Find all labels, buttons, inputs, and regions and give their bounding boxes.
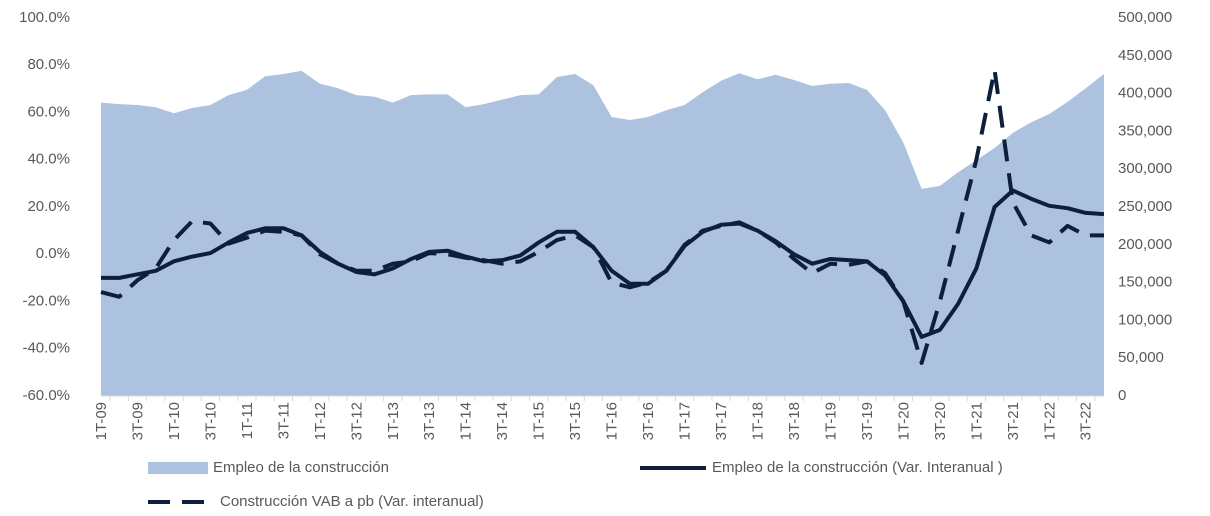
x-tick-label: 3T-15 <box>567 402 584 440</box>
y-tick-label: 20.0% <box>27 198 70 215</box>
x-tick-label: 3T-11 <box>275 402 292 439</box>
y2-tick-label: 0 <box>1118 387 1126 404</box>
y-tick-label: 0.0% <box>36 245 70 262</box>
x-tick-label: 3T-09 <box>129 402 146 440</box>
x-tick-label: 3T-16 <box>640 402 657 440</box>
x-tick-label: 3T-21 <box>1005 402 1022 440</box>
x-tick-label: 1T-13 <box>385 402 402 440</box>
x-tick-label: 3T-19 <box>859 402 876 440</box>
legend-label: Empleo de la construcción <box>213 459 389 476</box>
y2-tick-label: 200,000 <box>1118 236 1172 253</box>
legend-label: Construcción VAB a pb (Var. interanual) <box>220 493 484 510</box>
y-tick-label: 100.0% <box>19 9 70 26</box>
y2-tick-label: 100,000 <box>1118 311 1172 328</box>
y-tick-label: -20.0% <box>22 292 70 309</box>
y2-tick-label: 250,000 <box>1118 198 1172 215</box>
y-tick-label: -60.0% <box>22 387 70 404</box>
x-tick-label: 1T-20 <box>895 402 912 440</box>
x-tick-label: 3T-14 <box>494 402 511 440</box>
x-tick-label: 3T-18 <box>786 402 803 440</box>
legend-swatch <box>148 462 208 474</box>
x-tick-label: 1T-15 <box>531 402 548 440</box>
x-tick-label: 1T-12 <box>312 402 329 440</box>
y2-tick-label: 50,000 <box>1118 349 1164 366</box>
x-tick-label: 3T-10 <box>202 402 219 440</box>
line <box>100 67 1104 365</box>
x-tick-label: 3T-17 <box>713 402 730 440</box>
y-tick-label: 60.0% <box>27 103 70 120</box>
x-tick-label: 1T-09 <box>93 402 110 440</box>
x-tick-label: 1T-10 <box>166 402 183 440</box>
y-tick-label: 40.0% <box>27 151 70 168</box>
x-tick-label: 1T-17 <box>677 402 694 440</box>
line <box>101 188 1105 339</box>
y2-tick-label: 400,000 <box>1118 85 1172 102</box>
x-tick-label: 1T-19 <box>822 402 839 440</box>
legend-label: Empleo de la construcción (Var. Interanu… <box>712 459 1003 476</box>
x-tick-label: 1T-14 <box>458 402 475 440</box>
x-tick-label: 3T-13 <box>421 402 438 440</box>
x-tick-label: 3T-12 <box>348 402 365 440</box>
y2-tick-label: 500,000 <box>1118 9 1172 26</box>
area <box>101 70 1104 397</box>
y-tick-label: -40.0% <box>22 340 70 357</box>
y2-tick-label: 450,000 <box>1118 47 1172 64</box>
x-tick-label: 3T-22 <box>1078 402 1095 440</box>
x-tick-label: 1T-18 <box>749 402 766 440</box>
x-tick-label: 1T-21 <box>968 402 985 440</box>
y2-tick-label: 300,000 <box>1118 160 1172 177</box>
y-tick-label: 80.0% <box>27 56 70 73</box>
y2-tick-label: 150,000 <box>1118 274 1172 291</box>
y2-tick-label: 350,000 <box>1118 122 1172 139</box>
x-tick-label: 1T-11 <box>239 402 256 439</box>
x-tick-label: 1T-22 <box>1041 402 1058 440</box>
x-tick-label: 1T-16 <box>604 402 621 440</box>
x-tick-label: 3T-20 <box>932 402 949 440</box>
